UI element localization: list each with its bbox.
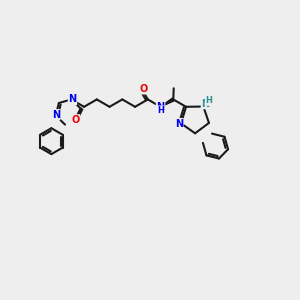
Text: H: H [157,106,164,115]
Text: O: O [139,84,148,94]
Text: N: N [157,102,165,112]
Polygon shape [160,98,174,107]
Text: O: O [71,115,80,125]
Text: H: H [205,96,212,105]
Text: N: N [52,110,60,120]
Text: N: N [175,118,183,129]
Text: N: N [201,99,209,109]
Text: N: N [68,94,76,104]
